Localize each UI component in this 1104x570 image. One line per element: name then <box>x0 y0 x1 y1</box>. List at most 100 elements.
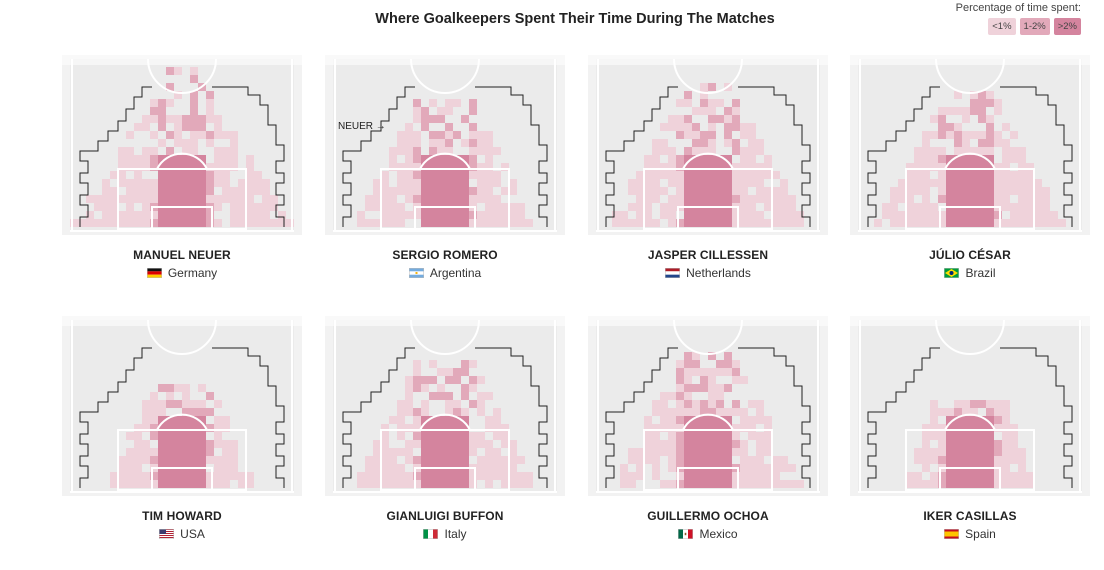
heat-cell <box>118 179 126 187</box>
heat-cell <box>142 440 150 448</box>
heat-cell <box>724 432 732 440</box>
heat-cell <box>954 107 962 115</box>
heat-cell <box>684 115 692 123</box>
heat-cell <box>732 360 740 368</box>
heat-cell <box>668 195 676 203</box>
heat-cell <box>174 171 182 179</box>
heat-cell <box>246 171 254 179</box>
heat-cell <box>405 456 413 464</box>
heat-cell <box>150 424 158 432</box>
heat-cell <box>684 480 692 488</box>
heat-cell <box>517 472 525 480</box>
heat-cell <box>142 424 150 432</box>
heat-cell <box>469 472 477 480</box>
heat-cell <box>740 203 748 211</box>
heat-cell <box>700 139 708 147</box>
heat-cell <box>158 99 166 107</box>
heat-cell <box>102 211 110 219</box>
heat-cell <box>445 147 453 155</box>
heat-cell <box>732 147 740 155</box>
heat-cell <box>1002 432 1010 440</box>
heat-cell <box>429 115 437 123</box>
heat-cell <box>986 163 994 171</box>
heat-cell <box>756 147 764 155</box>
heat-cell <box>453 211 461 219</box>
heat-cell <box>644 432 652 440</box>
heat-cell <box>684 211 692 219</box>
heat-cell <box>150 219 158 227</box>
heat-cell <box>684 368 692 376</box>
heat-cell <box>445 456 453 464</box>
heat-cell <box>182 211 190 219</box>
heat-cell <box>1034 179 1042 187</box>
heat-cell <box>930 448 938 456</box>
heat-cell <box>437 115 445 123</box>
heat-cell <box>716 115 724 123</box>
heat-cell <box>190 195 198 203</box>
heat-cell <box>469 155 477 163</box>
heat-cell <box>461 456 469 464</box>
heat-cell <box>453 416 461 424</box>
heat-cell <box>461 392 469 400</box>
pitch-heatmap <box>850 316 1090 496</box>
heat-cell <box>692 171 700 179</box>
heat-cell <box>962 187 970 195</box>
heat-cell <box>692 448 700 456</box>
heat-cell <box>756 187 764 195</box>
heat-cell <box>676 416 684 424</box>
heat-cell <box>166 83 174 91</box>
heat-cell <box>469 99 477 107</box>
heat-cell <box>190 91 198 99</box>
heat-cell <box>182 432 190 440</box>
heat-cell <box>740 408 748 416</box>
heat-cell <box>922 464 930 472</box>
heat-cell <box>389 472 397 480</box>
heat-cell <box>126 480 134 488</box>
heat-cell <box>780 179 788 187</box>
heat-cell <box>756 464 764 472</box>
heat-cell <box>182 219 190 227</box>
heat-cell <box>214 400 222 408</box>
heat-cell <box>748 416 756 424</box>
heat-cell <box>461 368 469 376</box>
heat-cell <box>485 203 493 211</box>
top-fade <box>850 55 1090 65</box>
heat-cell <box>437 480 445 488</box>
heat-cell <box>413 456 421 464</box>
heat-cell <box>413 424 421 432</box>
heat-cell <box>158 480 166 488</box>
heat-cell <box>1058 219 1066 227</box>
heat-cell <box>1018 456 1026 464</box>
heat-cell <box>922 480 930 488</box>
heat-cell <box>461 384 469 392</box>
heat-cell <box>373 203 381 211</box>
heat-cell <box>397 171 405 179</box>
heat-cell <box>946 211 954 219</box>
heat-cell <box>445 424 453 432</box>
heat-cell <box>222 163 230 171</box>
heat-cell <box>740 219 748 227</box>
heat-cell <box>190 75 198 83</box>
heat-cell <box>373 456 381 464</box>
heat-cell <box>764 155 772 163</box>
heat-cell <box>986 480 994 488</box>
heat-cell <box>158 115 166 123</box>
heat-cell <box>668 123 676 131</box>
heat-cell <box>158 139 166 147</box>
heat-cell <box>660 440 668 448</box>
heat-cell <box>764 424 772 432</box>
heat-cell <box>214 123 222 131</box>
heat-cell <box>493 416 501 424</box>
heat-cell <box>1018 195 1026 203</box>
heat-cell <box>962 456 970 464</box>
heat-cell <box>732 424 740 432</box>
heat-cell <box>397 464 405 472</box>
heat-cell <box>381 456 389 464</box>
heat-cell <box>158 155 166 163</box>
heat-cell <box>469 219 477 227</box>
heat-cell <box>126 448 134 456</box>
heat-cell <box>780 187 788 195</box>
heat-cell <box>954 448 962 456</box>
heat-cell <box>222 131 230 139</box>
heat-cell <box>716 472 724 480</box>
